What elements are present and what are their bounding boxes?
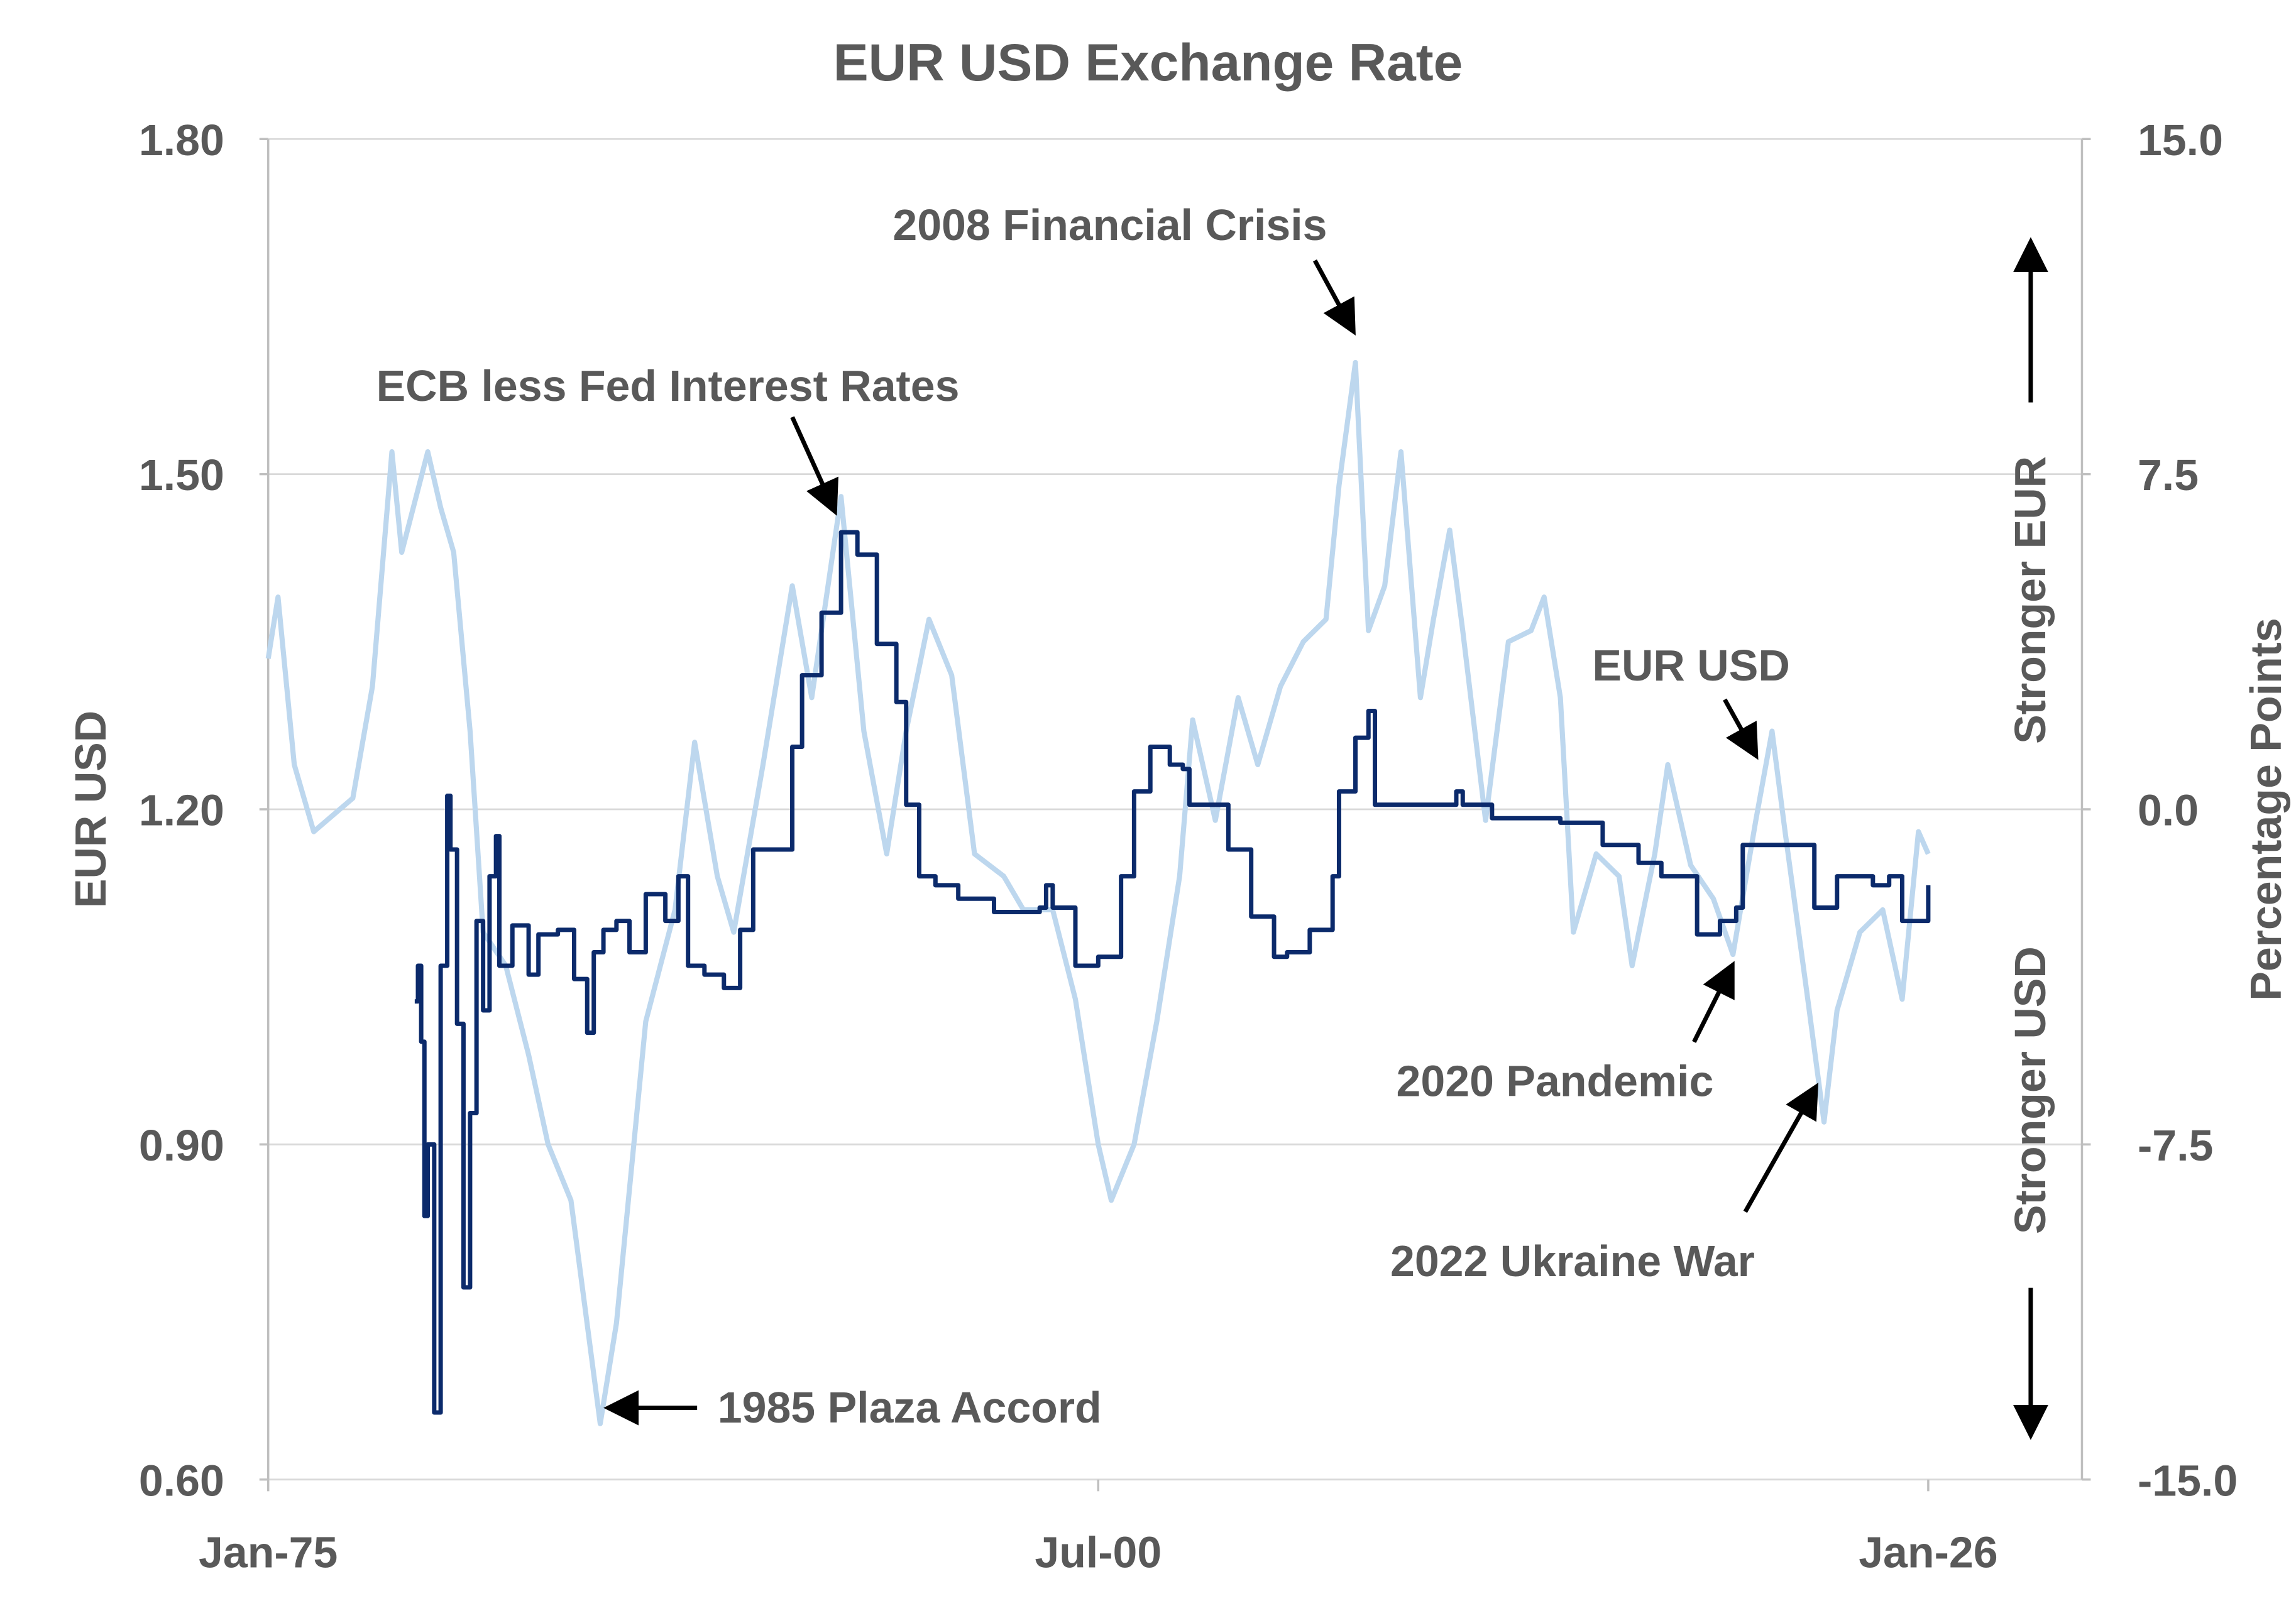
- annotation-plaza: 1985 Plaza Accord: [718, 1383, 1102, 1432]
- annotation-ecb-fed: ECB less Fed Interest Rates: [376, 361, 960, 410]
- annotation-2008-arrow: [1312, 259, 1356, 336]
- stronger-eur-label: Stronger EUR: [2006, 456, 2055, 744]
- annotation-pandemic-arrow: [1692, 961, 1735, 1043]
- y2-tick-label: 0.0: [2138, 786, 2199, 835]
- y-axis-label: EUR USD: [66, 711, 115, 908]
- y2-tick-label: 7.5: [2138, 451, 2199, 500]
- series-layer: [265, 359, 1931, 1426]
- annotation-ukraine: 2022 Ukraine War: [1390, 1237, 1755, 1286]
- annotation-2008-crisis: 2008 Financial Crisis: [893, 200, 1327, 249]
- y2-axis-label: Percentage Points: [2241, 618, 2290, 1001]
- annotation-eurusd: EUR USD: [1592, 641, 1789, 690]
- annotation-ecb-arrow: [790, 416, 838, 516]
- annotation-eurusd-arrow: [1723, 698, 1759, 760]
- annotation-ukraine-arrow: [1743, 1082, 1819, 1213]
- x-tick-label: Jul-00: [1035, 1527, 1162, 1576]
- x-tick-label: Jan-26: [1859, 1527, 1997, 1576]
- y2-tick-label: -7.5: [2138, 1121, 2213, 1170]
- y-tick-label: 1.80: [139, 116, 224, 165]
- y-tick-label: 0.60: [139, 1456, 224, 1505]
- stronger-usd-label: Stronger USD: [2006, 946, 2055, 1234]
- series-line-ecb-less-fed: [414, 530, 1931, 1415]
- y2-tick-label: -15.0: [2138, 1456, 2238, 1505]
- annotation-pandemic: 2020 Pandemic: [1397, 1056, 1714, 1105]
- x-tick-label: Jan-75: [199, 1527, 338, 1576]
- gridlines: [268, 138, 2082, 1481]
- tick-labels: 1.80 1.50 1.20 0.90 0.60 15.0 7.5 0.0 -7.5 -15.0 J…: [139, 116, 2238, 1577]
- y-tick-label: 0.90: [139, 1121, 224, 1170]
- y-tick-label: 1.50: [139, 451, 224, 500]
- series-line-eurusd: [265, 359, 1931, 1426]
- y-tick-label: 1.20: [139, 786, 224, 835]
- y2-tick-label: 15.0: [2138, 116, 2223, 165]
- chart-title: EUR USD Exchange Rate: [833, 33, 1463, 92]
